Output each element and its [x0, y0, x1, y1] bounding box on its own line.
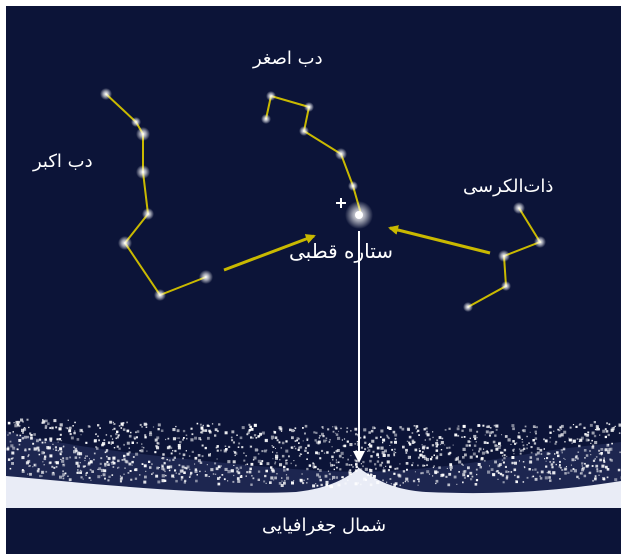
polaris-label: ستاره قطبی — [289, 239, 394, 263]
little-dipper-lines — [270, 95, 362, 215]
cassiopeia-constellation — [463, 202, 546, 312]
big-dipper-label: دب اکبر — [33, 151, 93, 172]
sky-diagram — [6, 88, 621, 554]
geographic-north-label: شمال جغرافیایی — [262, 515, 387, 536]
big-dipper-stars — [100, 88, 213, 301]
big-dipper-lines — [105, 93, 207, 297]
cassiopeia-label: ذات‌الکرسی — [463, 176, 554, 197]
polaris-star — [345, 201, 373, 229]
big-dipper-constellation — [100, 88, 213, 301]
plus-icon — [336, 198, 346, 208]
horizon-landscape — [6, 431, 621, 554]
night-sky: دب اصغر دب اکبر ذات‌الکرسی ستاره قطبی شم… — [6, 6, 621, 554]
little-dipper-label: دب اصغر — [253, 48, 323, 69]
pointer-arrow-from-cassiopeia — [388, 225, 491, 255]
little-dipper-constellation — [261, 91, 362, 215]
pointer-arrow-from-big-dipper — [223, 234, 316, 272]
cassiopeia-stars — [463, 202, 546, 312]
little-dipper-stars — [261, 91, 358, 191]
horizon-speckle — [6, 418, 621, 489]
